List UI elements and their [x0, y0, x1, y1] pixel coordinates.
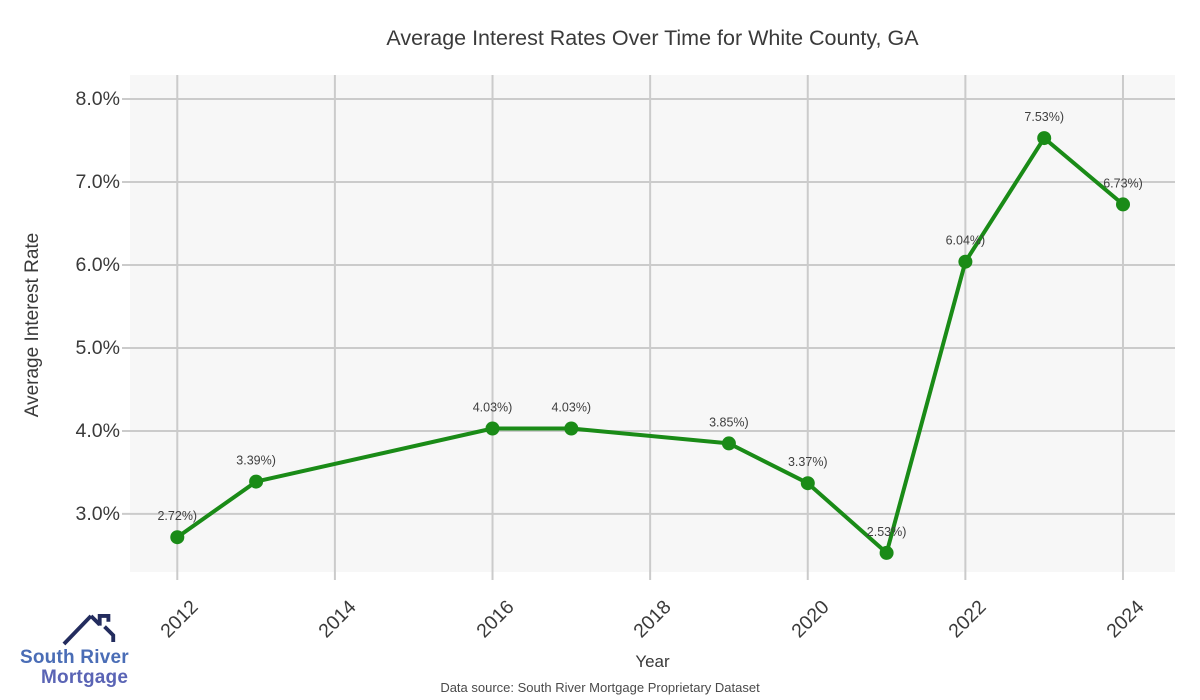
- data-point: [485, 421, 500, 436]
- point-label: 7.53%): [1024, 110, 1064, 124]
- point-label: 6.73%): [1103, 176, 1143, 190]
- point-label: 6.04%): [946, 234, 986, 248]
- trend-line: [175, 136, 1125, 555]
- data-point: [170, 530, 185, 545]
- logo-text-line2: Mortgage: [41, 667, 129, 688]
- y-tick-label: 4.0%: [75, 419, 120, 442]
- y-tick-label: 5.0%: [75, 336, 120, 359]
- point-label: 4.03%): [551, 401, 591, 415]
- point-label: 2.72%): [157, 509, 197, 523]
- data-source-note: Data source: South River Mortgage Propri…: [440, 680, 760, 695]
- point-label: 2.53%): [867, 525, 907, 539]
- y-tick-label: 3.0%: [75, 502, 120, 525]
- point-label: 3.85%): [709, 415, 749, 429]
- data-point: [721, 436, 736, 451]
- data-point: [879, 545, 894, 560]
- x-axis-label: Year: [635, 652, 670, 671]
- data-point: [1037, 131, 1052, 146]
- data-point: [958, 254, 973, 269]
- y-tick-label: 6.0%: [75, 254, 120, 276]
- line-chart: 2.72%) 3.39%) 4.03%) 4.03%) 3.85%) 3.37%) 2.53…: [122, 75, 1175, 580]
- data-point: [800, 476, 815, 491]
- brand-logo: South River Mortgage: [20, 612, 140, 689]
- chart-title: Average Interest Rates Over Time for Whi…: [386, 26, 919, 50]
- y-tick-label: 8.0%: [75, 88, 120, 111]
- data-point: [1116, 197, 1130, 212]
- y-tick-label: 7.0%: [75, 171, 120, 194]
- data-point: [249, 474, 264, 489]
- point-label: 4.03%): [473, 401, 513, 415]
- data-point: [564, 421, 579, 436]
- point-label: 3.37%): [788, 455, 828, 469]
- logo-text-line1: South River: [20, 647, 129, 668]
- house-roof-icon: [62, 614, 116, 646]
- point-label: 3.39%): [236, 454, 276, 468]
- plot-area: 2.72%) 3.39%) 4.03%) 4.03%) 3.85%) 3.37%) 2.53…: [122, 75, 1175, 580]
